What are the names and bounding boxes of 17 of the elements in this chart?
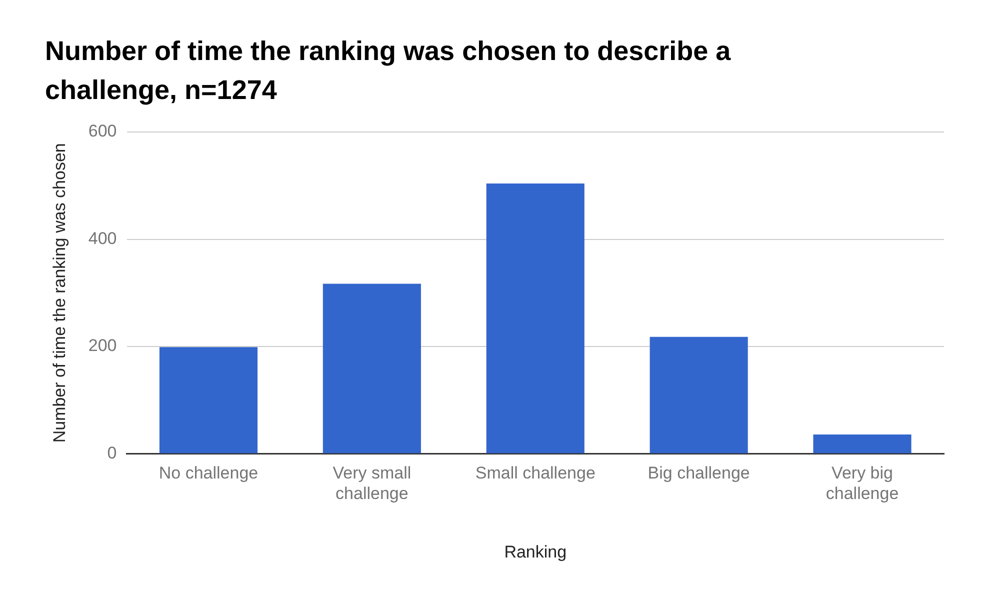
bar (813, 434, 912, 454)
x-tick-label: Very small challenge (332, 464, 412, 504)
bar (322, 284, 421, 454)
bar (650, 336, 748, 454)
x-axis-title: Ranking (504, 542, 567, 562)
x-tick-label: Small challenge (475, 464, 596, 483)
chart-title: Number of time the ranking was chosen to describe a challenge, n=1274 (45, 35, 732, 107)
y-tick-label: 200 (88, 336, 117, 356)
bar (159, 347, 258, 454)
y-tick-label: 400 (88, 228, 117, 248)
bar (486, 183, 584, 454)
x-tick-label: Big challenge (648, 464, 750, 483)
x-tick-label: Very big challenge (826, 464, 899, 504)
y-tick-label: 600 (88, 122, 117, 141)
y-tick-label: 0 (107, 443, 117, 462)
y-axis-title: Number of time the ranking was chosen (50, 143, 69, 443)
x-tick-label: No challenge (158, 464, 258, 483)
